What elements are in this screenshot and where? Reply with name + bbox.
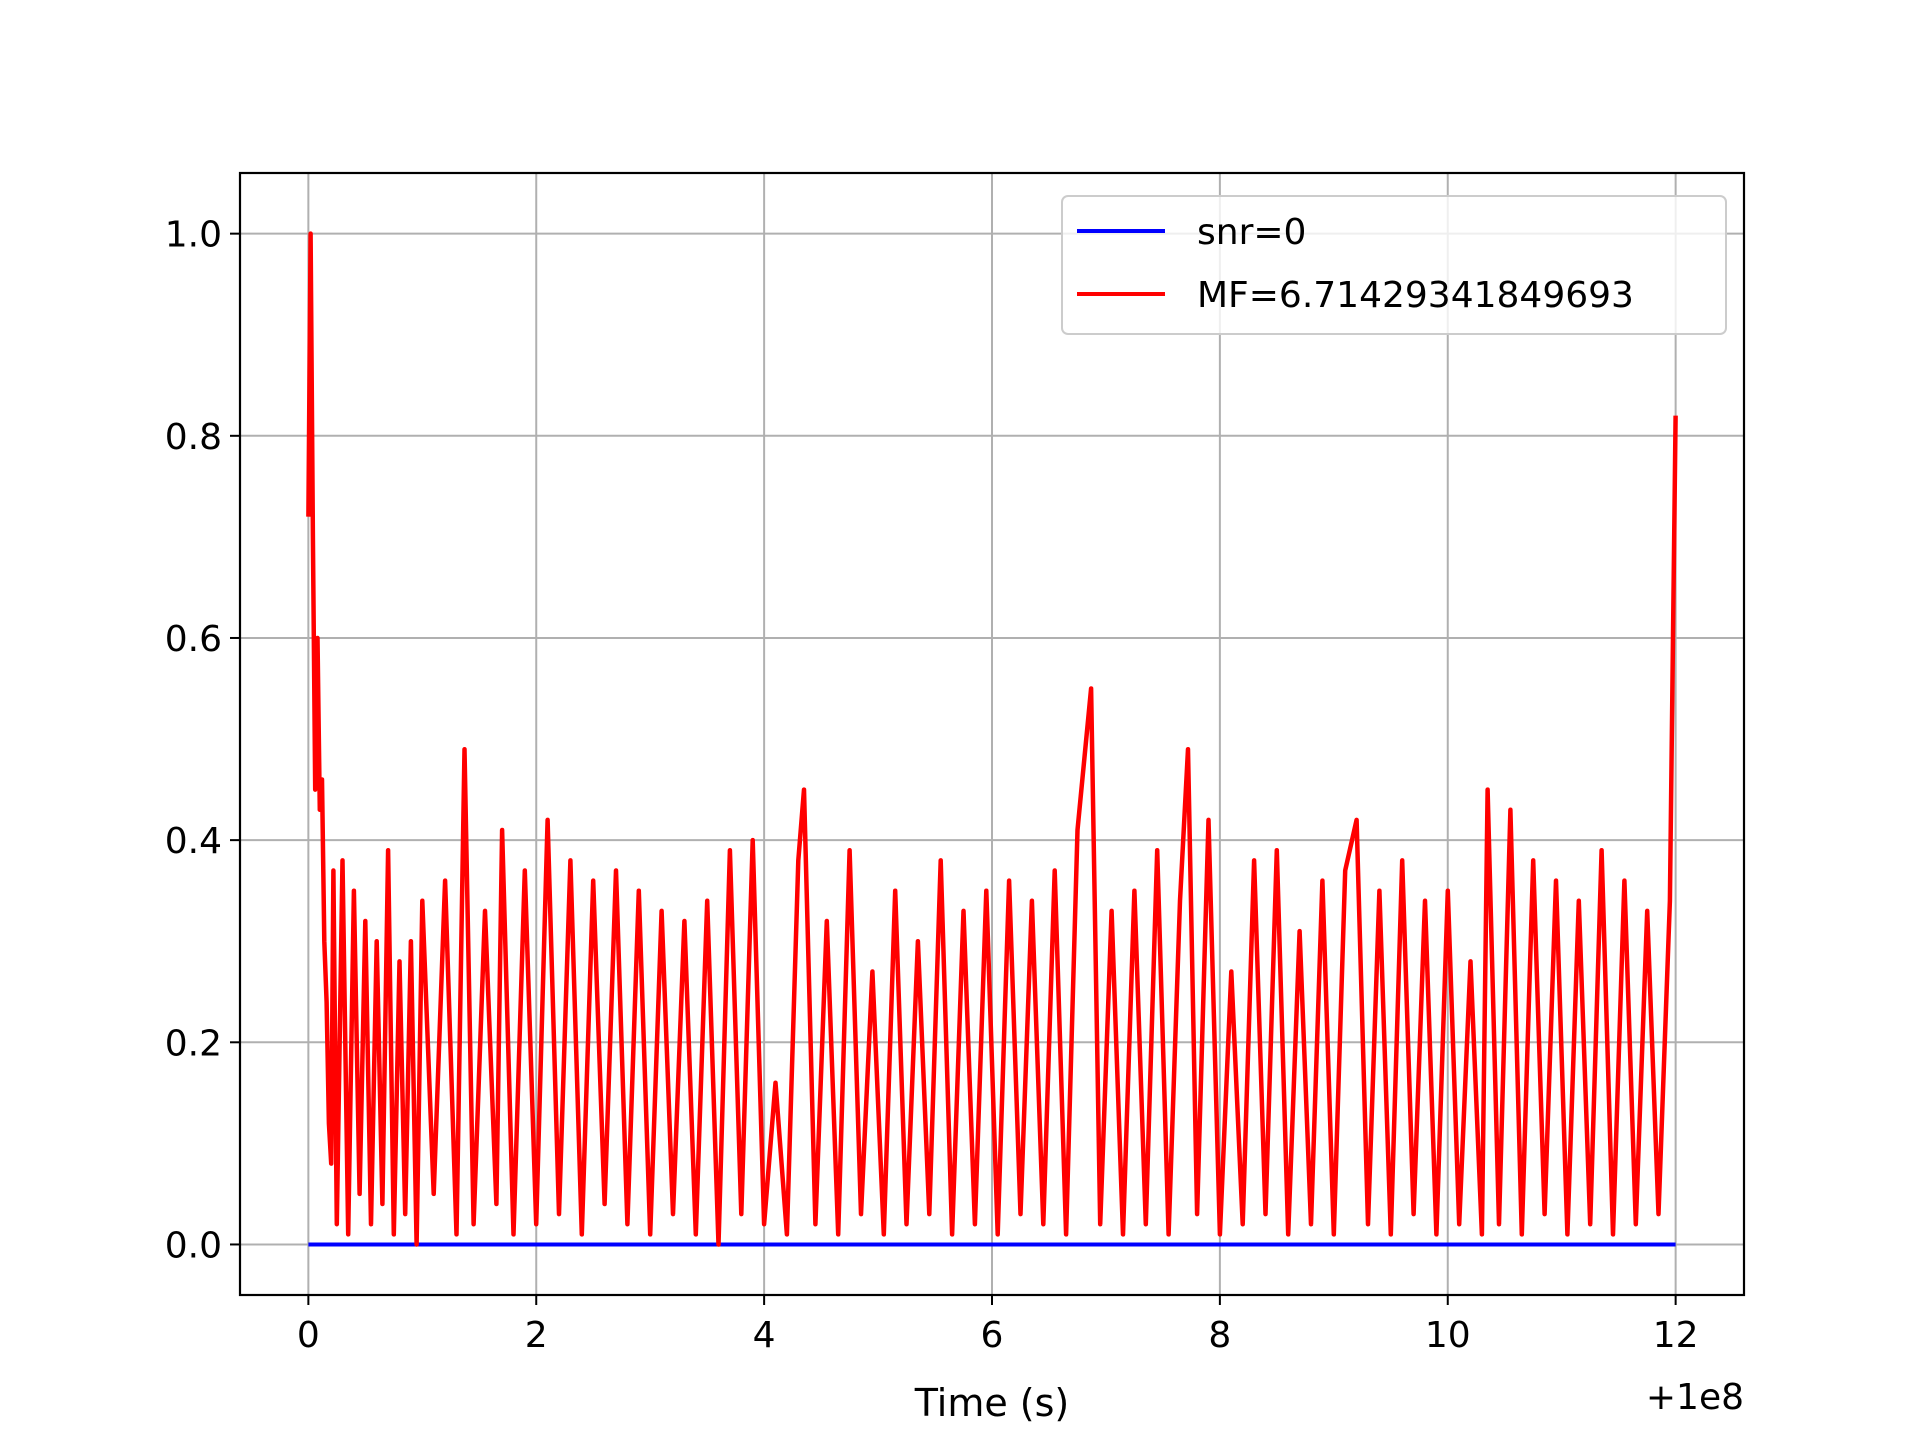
y-tick-label: 0.6 (165, 619, 222, 660)
legend-box (1061, 195, 1727, 335)
y-tick-label: 1.0 (165, 215, 222, 256)
legend: snr=0 MF=6.71429341849693 (1061, 195, 1727, 335)
x-tick-label: 0 (297, 1315, 320, 1356)
y-tick-label: 0.0 (165, 1225, 222, 1266)
x-axis-offset-label: +1e8 (1646, 1377, 1744, 1418)
ticks: 0 2 4 6 8 10 12 0.0 0.2 0.4 0.6 0.8 1.0 (165, 215, 1699, 1356)
y-tick-label: 0.8 (165, 417, 222, 458)
x-tick-label: 6 (981, 1315, 1004, 1356)
x-tick-label: 2 (525, 1315, 548, 1356)
series-line-1 (306, 231, 1678, 1247)
y-tick-label: 0.4 (165, 821, 222, 862)
legend-label-snr: snr=0 (1197, 212, 1306, 253)
series-layer (306, 231, 1678, 1247)
x-tick-label: 12 (1653, 1315, 1699, 1356)
x-axis-label: Time (s) (914, 1381, 1070, 1425)
legend-label-mf: MF=6.71429341849693 (1197, 275, 1634, 316)
y-tick-label: 0.2 (165, 1023, 222, 1064)
x-tick-label: 8 (1208, 1315, 1231, 1356)
x-tick-label: 4 (753, 1315, 776, 1356)
x-tick-label: 10 (1425, 1315, 1471, 1356)
